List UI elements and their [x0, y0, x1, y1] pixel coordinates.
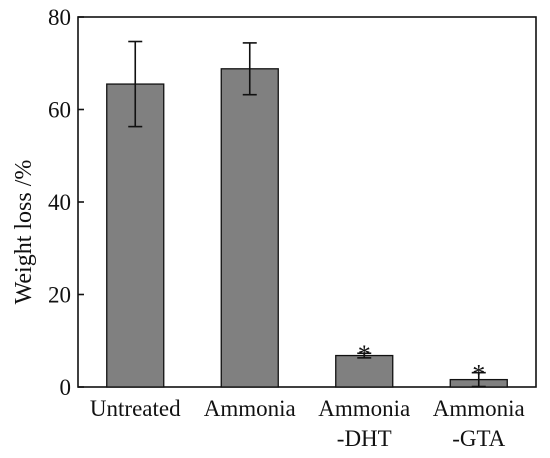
significance-marker: * — [472, 360, 485, 389]
y-tick-label: 20 — [48, 283, 71, 308]
x-tick-label: Ammonia — [433, 396, 525, 421]
error-bar — [357, 352, 372, 359]
y-tick-label: 60 — [48, 98, 71, 123]
x-tick-label: Untreated — [90, 396, 181, 421]
error-bar — [242, 42, 257, 96]
y-tick-label: 40 — [48, 190, 71, 215]
y-axis-title: Weight loss /% — [11, 160, 37, 305]
x-tick-label: Ammonia — [318, 396, 410, 421]
bars-group: ** — [106, 40, 508, 389]
x-tick-label: -DHT — [337, 426, 392, 451]
bar — [106, 83, 165, 388]
y-axis-ticks: 0 20 40 60 80 — [48, 5, 84, 400]
x-tick-label: -GTA — [452, 426, 505, 451]
y-tick-label: 80 — [48, 5, 71, 30]
x-tick-label: Ammonia — [204, 396, 296, 421]
bar — [220, 68, 279, 388]
error-bar — [471, 371, 486, 388]
x-axis-labels: Untreated Ammonia Ammonia -DHT Ammonia -GTA — [90, 396, 525, 451]
error-bar — [128, 40, 143, 128]
significance-marker: * — [358, 340, 371, 369]
y-tick-label: 0 — [60, 375, 72, 400]
